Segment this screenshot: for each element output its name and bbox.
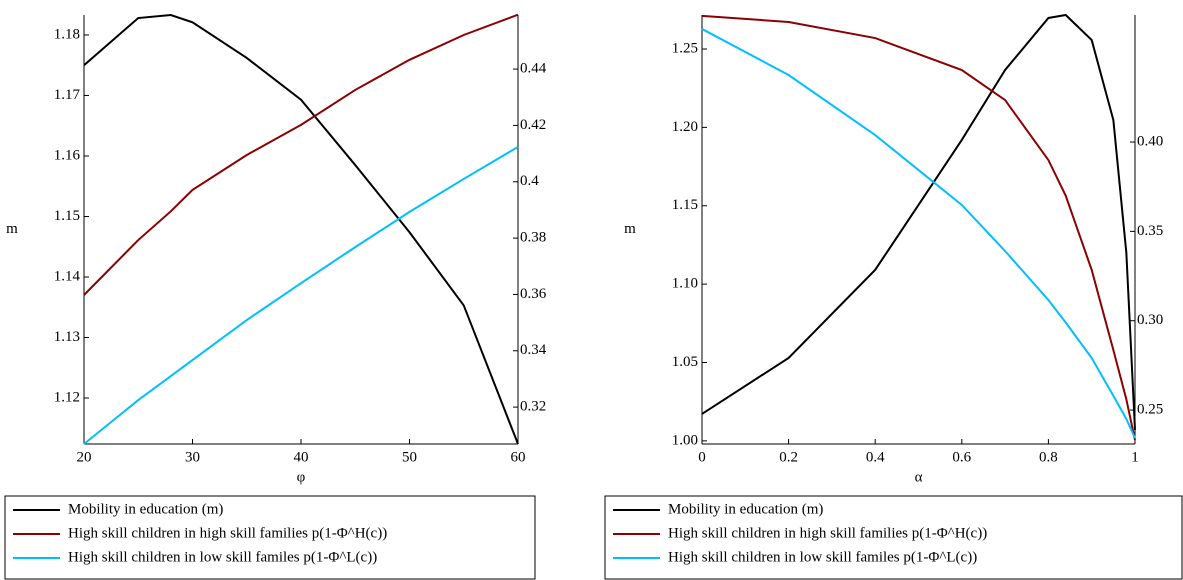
- x-tick-label: 0.4: [866, 449, 885, 465]
- y-tick-label: 1.17: [54, 87, 81, 103]
- y-tick-label: 1.15: [54, 208, 80, 224]
- y-tick-label: 1.20: [672, 119, 698, 135]
- series-line: [701, 13, 1136, 430]
- x-tick-label: 40: [294, 449, 309, 465]
- y2-tick-label: 0.42: [520, 117, 546, 133]
- y-tick-label: 1.25: [672, 40, 698, 56]
- legend-box: [604, 495, 1183, 580]
- y-tick-label: 1.18: [54, 26, 80, 42]
- x-tick-label: 0: [698, 449, 706, 465]
- y2-tick-label: 0.38: [520, 230, 546, 246]
- y-tick-label: 1.12: [54, 389, 80, 405]
- y-tick-label: 1.13: [54, 329, 80, 345]
- y-tick-label: 1.00: [672, 432, 698, 448]
- y2-tick-label: 0.25: [1137, 401, 1163, 417]
- series-line: [83, 145, 519, 445]
- y2-tick-label: 0.35: [1137, 223, 1163, 239]
- y-tick-label: 1.05: [672, 354, 698, 370]
- legend-label: Mobility in education (m): [668, 501, 823, 517]
- x-axis-label: α: [915, 469, 923, 485]
- y-axis-label: m: [624, 221, 636, 237]
- x-tick-label: 0.8: [1039, 449, 1058, 465]
- x-tick-label: 60: [511, 449, 526, 465]
- series-line: [83, 13, 519, 445]
- y-tick-label: 1.15: [672, 197, 698, 213]
- x-tick-label: 1: [1131, 449, 1139, 465]
- x-tick-label: 50: [402, 449, 417, 465]
- legend-label: High skill children in low skill familes…: [68, 549, 377, 565]
- series-line: [701, 28, 1136, 439]
- y-axis-label: m: [6, 221, 18, 237]
- y2-tick-label: 0.4: [520, 173, 539, 189]
- x-tick-label: 0.6: [952, 449, 971, 465]
- y-tick-label: 1.14: [54, 268, 81, 284]
- legend-label: High skill children in high skill famili…: [668, 525, 987, 541]
- x-tick-label: 0.2: [779, 449, 798, 465]
- legend-label: High skill children in high skill famili…: [68, 525, 387, 541]
- y2-tick-label: 0.40: [1137, 133, 1163, 149]
- x-axis-label: φ: [297, 469, 306, 485]
- legend-label: Mobility in education (m): [68, 501, 223, 517]
- y-tick-label: 1.10: [672, 276, 698, 292]
- x-tick-label: 20: [77, 449, 92, 465]
- y2-tick-label: 0.36: [520, 286, 547, 302]
- y-tick-label: 1.16: [54, 147, 81, 163]
- y2-tick-label: 0.34: [520, 342, 547, 358]
- y2-tick-label: 0.30: [1137, 312, 1163, 328]
- y2-tick-label: 0.32: [520, 399, 546, 415]
- series-line: [83, 13, 519, 296]
- y2-tick-label: 0.44: [520, 61, 547, 77]
- x-tick-label: 30: [185, 449, 200, 465]
- legend-label: High skill children in low skill familes…: [668, 549, 977, 565]
- series-line: [701, 14, 1136, 441]
- legend-box: [4, 495, 536, 580]
